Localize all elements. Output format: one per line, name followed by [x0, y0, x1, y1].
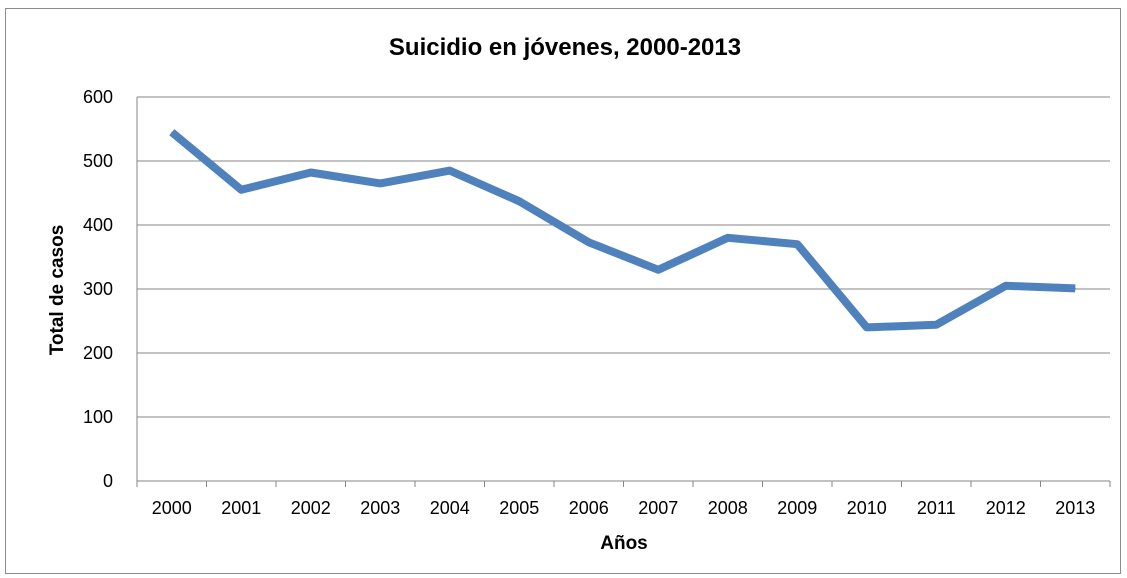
x-tick-label: 2007 [638, 498, 678, 518]
x-tick-label: 2013 [1055, 498, 1095, 518]
y-tick-label: 0 [103, 471, 113, 491]
series-layer [169, 129, 1076, 332]
y-tick-label: 400 [83, 215, 113, 235]
x-tick-label: 2008 [708, 498, 748, 518]
chart-frame [5, 8, 1121, 574]
data-point [379, 182, 381, 184]
x-axis-ticks: 2000 2001 2002 2003 2004 2005 2006 2007 2008 2009… [152, 498, 1096, 518]
x-tick-label: 2001 [221, 498, 261, 518]
data-point [310, 172, 312, 174]
data-point [518, 200, 520, 202]
y-axis-title: Total de casos [47, 225, 68, 356]
x-tick-label: 2006 [569, 498, 609, 518]
y-axis-ticks: 0 100 200 300 400 500 600 [83, 87, 113, 491]
y-tick-label: 500 [83, 151, 113, 171]
y-tick-label: 100 [83, 407, 113, 427]
data-point [657, 269, 659, 271]
data-point [240, 189, 242, 191]
x-tick-label: 2010 [847, 498, 887, 518]
data-point [1074, 287, 1076, 289]
data-point [935, 324, 937, 326]
data-point [449, 170, 451, 172]
x-tick-label: 2011 [917, 498, 956, 518]
x-tick-label: 2002 [291, 498, 331, 518]
x-axis-title: Años [600, 533, 648, 554]
series-line-0 [169, 129, 1076, 332]
x-tick-label: 2005 [499, 498, 539, 518]
data-point [171, 131, 173, 133]
x-tick-label: 2000 [152, 498, 192, 518]
x-tick-label: 2009 [777, 498, 817, 518]
y-tick-label: 600 [83, 87, 113, 107]
x-tick-label: 2003 [360, 498, 400, 518]
x-tick-label: 2004 [430, 498, 470, 518]
gridlines [136, 96, 1111, 487]
chart-title: Suicidio en jóvenes, 2000-2013 [389, 34, 741, 61]
data-point [866, 326, 868, 328]
x-tick-label: 2012 [986, 498, 1026, 518]
y-tick-label: 300 [83, 279, 113, 299]
data-point [796, 243, 798, 245]
data-point [1005, 285, 1007, 287]
data-point [727, 237, 729, 239]
data-point [588, 241, 590, 243]
y-tick-label: 200 [83, 343, 113, 363]
